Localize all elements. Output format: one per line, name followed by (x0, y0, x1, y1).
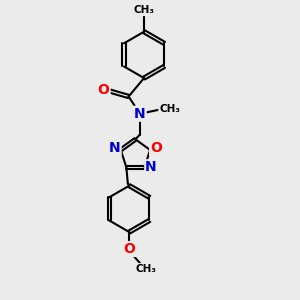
Text: O: O (98, 83, 109, 97)
Text: CH₃: CH₃ (159, 104, 180, 114)
Text: O: O (150, 142, 162, 155)
Text: CH₃: CH₃ (134, 5, 154, 15)
Text: CH₃: CH₃ (135, 264, 156, 274)
Text: O: O (123, 242, 135, 256)
Text: N: N (109, 142, 121, 155)
Text: N: N (145, 160, 157, 174)
Text: N: N (134, 107, 146, 121)
